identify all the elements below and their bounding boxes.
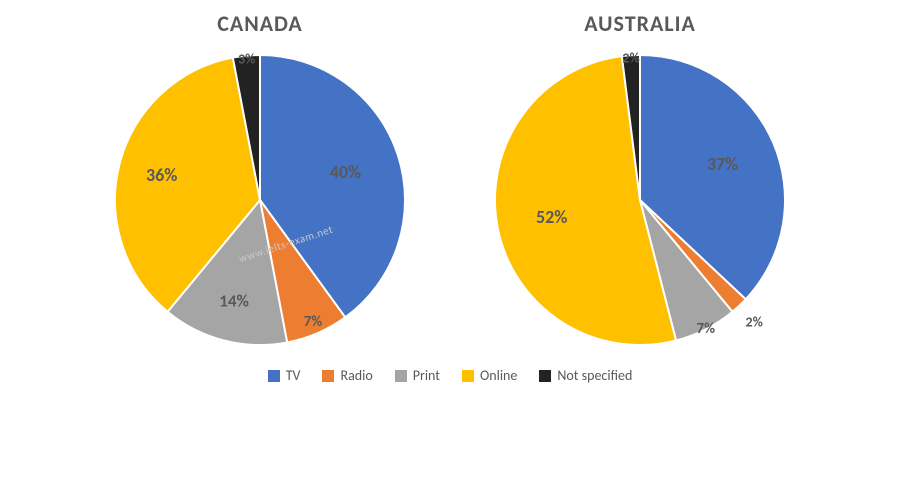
pie-australia: 37%2%7%52%2%	[495, 55, 785, 345]
legend-item-print: Print	[395, 367, 440, 384]
legend-item-tv: TV	[268, 367, 301, 384]
figure: CANADA 40%7%14%36%3%www.ielts-exam.net AUS…	[0, 0, 900, 500]
legend-item-radio: Radio	[322, 367, 372, 384]
chart-canada: CANADA 40%7%14%36%3%www.ielts-exam.net	[115, 10, 405, 345]
chart-australia: AUSTRALIA 37%2%7%52%2%	[495, 10, 785, 345]
legend: TV Radio Print Online Not specified	[0, 367, 900, 384]
pie-svg-australia	[495, 55, 785, 345]
legend-swatch-not_specified	[539, 370, 551, 382]
legend-label-tv: TV	[286, 367, 301, 384]
chart-title-canada: CANADA	[217, 10, 302, 37]
pie-canada: 40%7%14%36%3%www.ielts-exam.net	[115, 55, 405, 345]
legend-label-not_specified: Not specified	[557, 367, 632, 384]
legend-swatch-radio	[322, 370, 334, 382]
legend-label-radio: Radio	[340, 367, 372, 384]
legend-swatch-online	[462, 370, 474, 382]
legend-label-print: Print	[413, 367, 440, 384]
pie-svg-canada	[115, 55, 405, 345]
legend-item-not_specified: Not specified	[539, 367, 632, 384]
legend-swatch-print	[395, 370, 407, 382]
legend-item-online: Online	[462, 367, 517, 384]
charts-row: CANADA 40%7%14%36%3%www.ielts-exam.net AUS…	[0, 10, 900, 345]
legend-label-online: Online	[480, 367, 517, 384]
legend-swatch-tv	[268, 370, 280, 382]
chart-title-australia: AUSTRALIA	[584, 10, 696, 37]
